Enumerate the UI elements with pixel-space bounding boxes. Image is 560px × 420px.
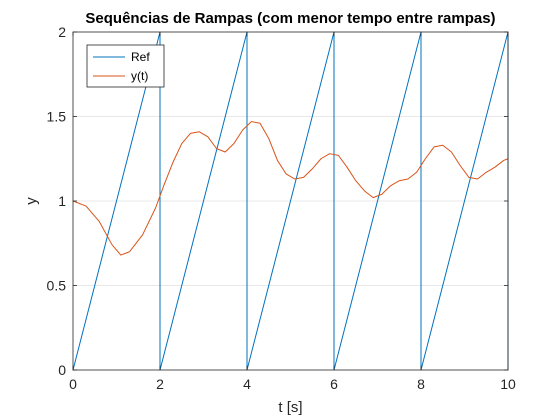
legend: Ref y(t) xyxy=(86,44,165,88)
x-tick-label-3: 6 xyxy=(330,376,338,392)
legend-label-ref: Ref xyxy=(131,50,150,64)
x-tick-label-4: 8 xyxy=(417,376,425,392)
x-tick-label-0: 0 xyxy=(69,376,77,392)
x-axis-label: t [s] xyxy=(278,399,302,416)
axis-ticks: 0 2 4 6 8 10 0 0.5 1 1.5 2 xyxy=(47,24,516,392)
y-tick-label-0: 0 xyxy=(58,362,66,378)
y-tick-label-2: 1 xyxy=(58,193,66,209)
chart-title: Sequências de Rampas (com menor tempo en… xyxy=(85,10,495,27)
y-tick-label-4: 2 xyxy=(58,24,66,40)
series-line-y xyxy=(72,121,509,256)
y-tick-label-1: 0.5 xyxy=(47,278,67,294)
y-tick-label-3: 1.5 xyxy=(47,109,67,125)
legend-label-y: y(t) xyxy=(131,69,148,83)
y-axis-label: y xyxy=(23,197,40,205)
legend-box xyxy=(86,44,165,88)
x-tick-label-5: 10 xyxy=(500,376,516,392)
x-tick-label-1: 2 xyxy=(156,376,164,392)
x-tick-label-2: 4 xyxy=(243,376,251,392)
